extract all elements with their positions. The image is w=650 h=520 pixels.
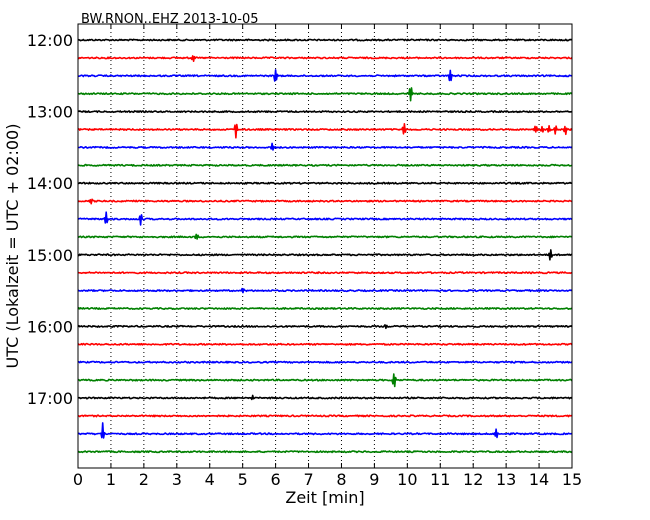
x-tick-label: 11 <box>430 470 450 489</box>
y-tick-label: 12:00 <box>27 31 73 50</box>
y-tick-label: 17:00 <box>27 389 73 408</box>
grid-layer <box>110 24 540 468</box>
y-tick-label: 16:00 <box>27 317 73 336</box>
trace-row-14 <box>77 287 573 294</box>
x-tick-label: 9 <box>369 470 379 489</box>
trace-row-12 <box>77 249 573 261</box>
x-tick-label: 4 <box>205 470 215 489</box>
trace-row-1 <box>77 55 573 63</box>
y-tick-label: 14:00 <box>27 174 73 193</box>
y-tick-label: 13:00 <box>27 103 73 122</box>
x-tick-label: 1 <box>106 470 116 489</box>
x-tick-label: 7 <box>303 470 313 489</box>
plot-frame <box>77 23 573 469</box>
x-tick-label: 8 <box>336 470 346 489</box>
trace-row-20 <box>77 394 573 401</box>
trace-row-21 <box>78 414 573 418</box>
trace-layer <box>77 38 573 454</box>
trace-row-11 <box>77 233 573 240</box>
x-tick-label: 5 <box>238 470 248 489</box>
x-tick-label: 14 <box>529 470 549 489</box>
chart-title: BW.RNON..EHZ 2013-10-05 <box>81 12 259 27</box>
trace-row-6 <box>78 142 573 151</box>
trace-row-15 <box>77 306 573 311</box>
x-tick-label: 10 <box>397 470 417 489</box>
trace-row-9 <box>77 198 573 205</box>
trace-row-5 <box>77 123 573 139</box>
trace-row-2 <box>77 69 573 82</box>
y-axis-label: UTC (Lokalzeit = UTC + 02:00) <box>3 124 22 369</box>
y-tick-label: 15:00 <box>27 246 73 265</box>
trace-row-19 <box>77 373 573 388</box>
x-tick-label: 2 <box>139 470 149 489</box>
x-tick-label: 6 <box>271 470 281 489</box>
trace-row-17 <box>77 342 573 346</box>
trace-row-16 <box>77 324 573 330</box>
x-tick-label: 12 <box>463 470 483 489</box>
trace-row-22 <box>77 422 573 439</box>
trace-row-7 <box>77 163 573 167</box>
trace-row-8 <box>77 181 573 185</box>
trace-row-0 <box>77 38 573 42</box>
trace-row-18 <box>77 360 573 364</box>
trace-row-13 <box>77 271 573 275</box>
trace-row-3 <box>77 87 573 102</box>
tick-layer: 0 1 2 3 4 5 6 7 8 9 10 11 12 13 14 1512:0013:0014:0015:… <box>27 24 582 489</box>
x-tick-label: 0 <box>73 470 83 489</box>
trace-row-4 <box>77 110 573 114</box>
x-tick-label: 3 <box>172 470 182 489</box>
x-tick-label: 13 <box>496 470 516 489</box>
x-axis-label: Zeit [min] <box>285 488 364 507</box>
trace-row-10 <box>77 211 573 226</box>
trace-row-23 <box>77 450 573 454</box>
x-tick-label: 15 <box>562 470 582 489</box>
